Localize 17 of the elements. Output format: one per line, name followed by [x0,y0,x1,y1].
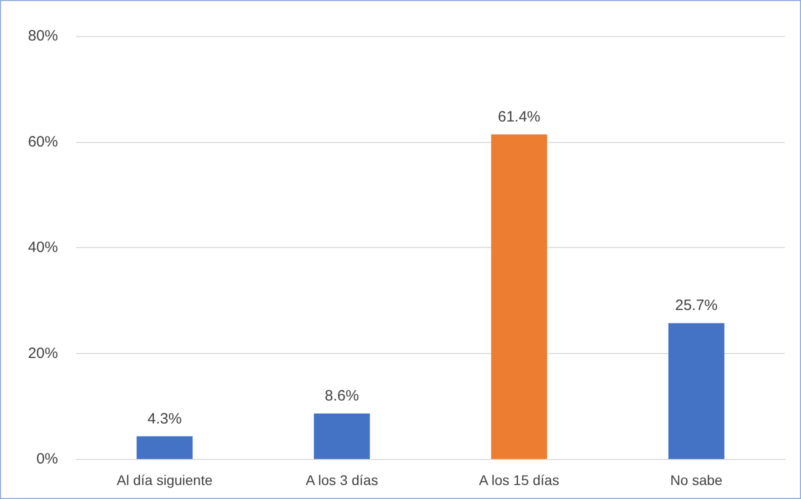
x-tick-label: No sabe [670,472,723,488]
x-tick-label: Al día siguiente [116,472,213,488]
bar [668,323,724,459]
y-tick-label: 20% [28,344,58,362]
x-tick-label: A los 15 días [479,472,560,488]
y-tick-label: 0% [36,450,58,468]
data-label: 61.4% [498,108,540,126]
x-tick-label: A los 3 días [306,472,378,488]
bar [136,436,193,459]
data-label: 8.6% [324,388,359,405]
y-tick-label: 60% [28,133,58,150]
y-tick-label: 80% [28,28,58,44]
data-label: 25.7% [675,297,718,314]
data-label: 4.3% [148,410,182,428]
bar [491,134,548,459]
bar [314,414,370,459]
y-tick-label: 40% [28,239,58,256]
